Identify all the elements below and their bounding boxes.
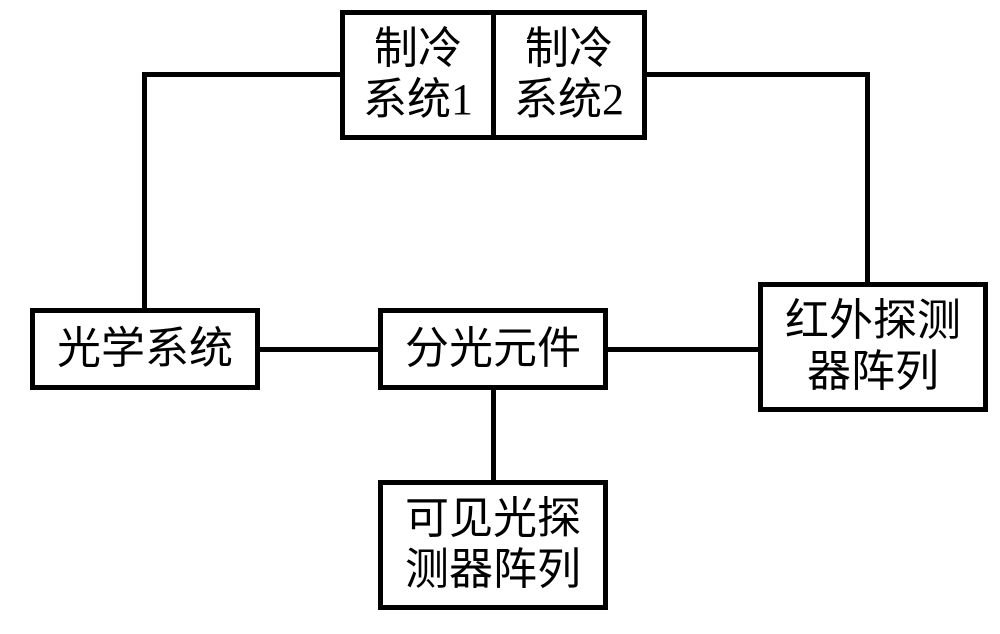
node-optical: 光学系统 xyxy=(30,308,260,390)
diagram-canvas: 制冷系统1 制冷系统2 光学系统 分光元件 红外探测器阵列 可见光探测器阵列 xyxy=(0,0,1000,634)
node-label: 光学系统 xyxy=(57,324,233,375)
edge-splitter-visible xyxy=(491,385,496,485)
node-label: 可见光探测器阵列 xyxy=(405,494,581,595)
node-splitter: 分光元件 xyxy=(378,308,608,390)
node-label: 制冷系统1 xyxy=(363,24,473,125)
node-visible-detector: 可见光探测器阵列 xyxy=(378,480,608,610)
edge-cooling1-optical-h xyxy=(142,72,345,77)
node-label: 分光元件 xyxy=(405,324,581,375)
edge-splitter-ir xyxy=(603,347,763,352)
node-label: 红外探测器阵列 xyxy=(785,296,961,397)
node-label: 制冷系统2 xyxy=(514,24,624,125)
node-ir-detector: 红外探测器阵列 xyxy=(758,282,988,412)
edge-cooling1-optical-v xyxy=(142,72,147,313)
node-cooling2: 制冷系统2 xyxy=(491,10,647,140)
edge-optical-splitter xyxy=(260,347,383,352)
node-cooling1: 制冷系统1 xyxy=(340,10,496,140)
edge-cooling2-ir-v xyxy=(865,72,870,287)
edge-cooling2-ir-h xyxy=(642,72,870,77)
